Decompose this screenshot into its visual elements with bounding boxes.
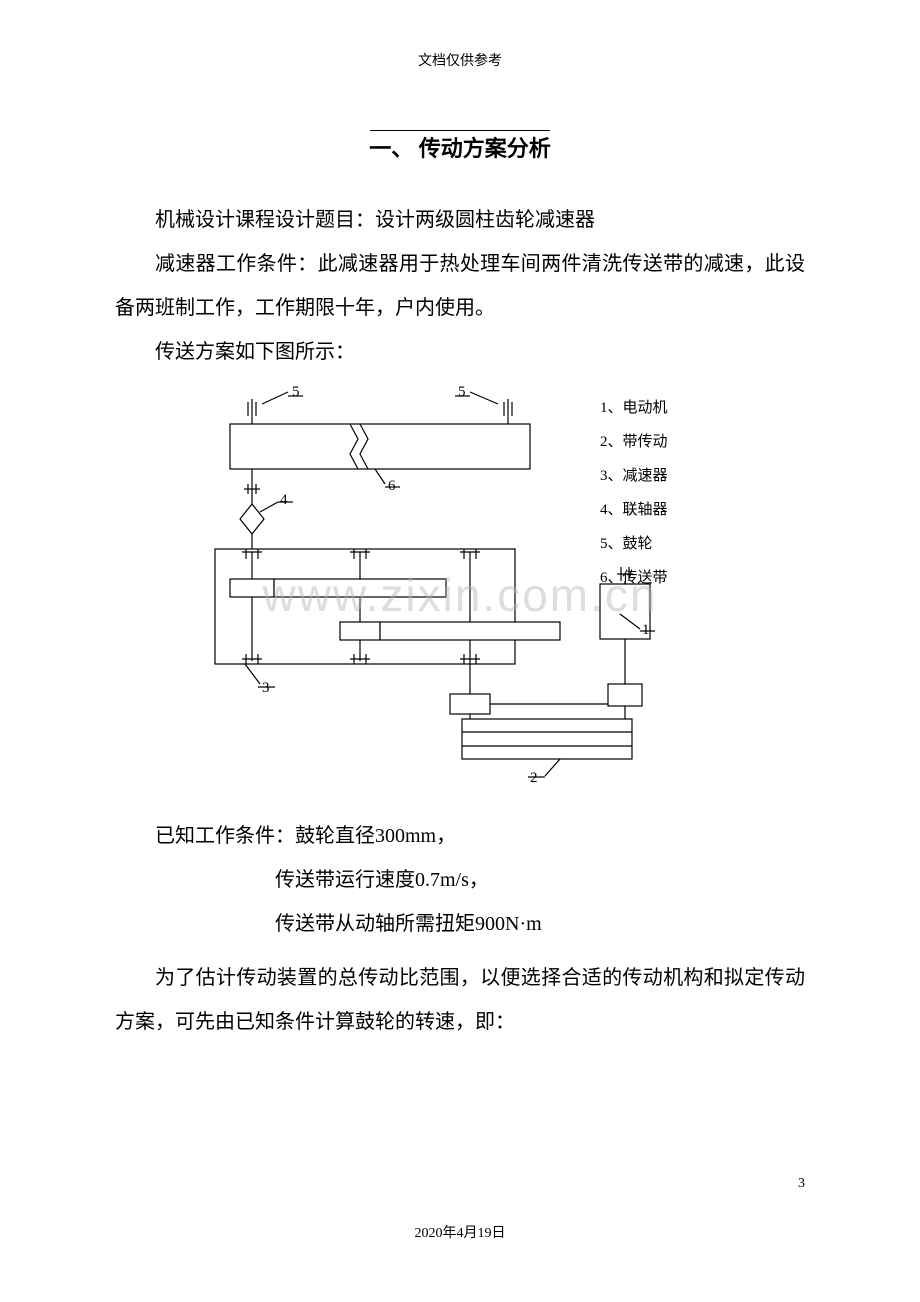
diagram-container: 5 5 6 4 [115, 384, 805, 784]
svg-text:4、联轴器: 4、联轴器 [600, 501, 668, 518]
legend-2-label: 带传动 [623, 433, 668, 450]
legend-4-label: 联轴器 [623, 501, 668, 518]
known-line-3: 传送带从动轴所需扭矩900N·m [115, 902, 805, 946]
callout-1: 1 [642, 622, 650, 638]
legend-5-num: 5、 [600, 536, 623, 552]
legend-2-num: 2、 [600, 434, 623, 450]
known-line-1: 已知工作条件：鼓轮直径300mm， [115, 814, 805, 858]
legend-1-label: 电动机 [623, 399, 668, 416]
svg-text:6、传送带: 6、传送带 [600, 569, 668, 586]
paragraph-3: 传送方案如下图所示： [115, 330, 805, 374]
header: 文档仅供参考 [115, 50, 805, 131]
paragraph-2: 减速器工作条件：此减速器用于热处理车间两件清洗传送带的减速，此设备两班制工作，工… [115, 242, 805, 330]
callout-3: 3 [262, 680, 270, 696]
legend-1-num: 1、 [600, 400, 623, 416]
callout-5-right: 5 [458, 384, 466, 400]
svg-text:5、鼓轮: 5、鼓轮 [600, 535, 653, 552]
callout-4: 4 [280, 492, 288, 508]
paragraph-1: 机械设计课程设计题目：设计两级圆柱齿轮减速器 [115, 198, 805, 242]
legend-6-num: 6、 [600, 570, 623, 586]
conclusion-paragraph: 为了估计传动装置的总传动比范围，以便选择合适的传动机构和拟定传动方案，可先由已知… [115, 956, 805, 1044]
page-number: 3 [798, 1176, 805, 1192]
footer-date: 2020年4月19日 [0, 1222, 920, 1242]
callout-6: 6 [388, 478, 396, 494]
svg-text:2、带传动: 2、带传动 [600, 433, 668, 450]
known-line-2: 传送带运行速度0.7m/s， [115, 858, 805, 902]
legend-3-num: 3、 [600, 468, 623, 484]
legend-5-label: 鼓轮 [623, 535, 653, 552]
section-title: 一、 传动方案分析 [115, 131, 805, 163]
svg-text:1、电动机: 1、电动机 [600, 399, 668, 416]
header-text: 文档仅供参考 [115, 50, 805, 70]
legend-6-label: 传送带 [623, 569, 668, 586]
legend-4-num: 4、 [600, 502, 623, 518]
legend-3-label: 减速器 [623, 467, 668, 484]
svg-text:3、减速器: 3、减速器 [600, 467, 668, 484]
callout-5-left: 5 [292, 384, 300, 400]
known-conditions: 已知工作条件：鼓轮直径300mm， 传送带运行速度0.7m/s， 传送带从动轴所… [115, 814, 805, 946]
diagram-legend: 1、电动机 2、带传动 3、减速器 4、联轴器 5、鼓轮 6、传送带 [600, 399, 668, 586]
transmission-diagram: 5 5 6 4 [200, 384, 720, 784]
